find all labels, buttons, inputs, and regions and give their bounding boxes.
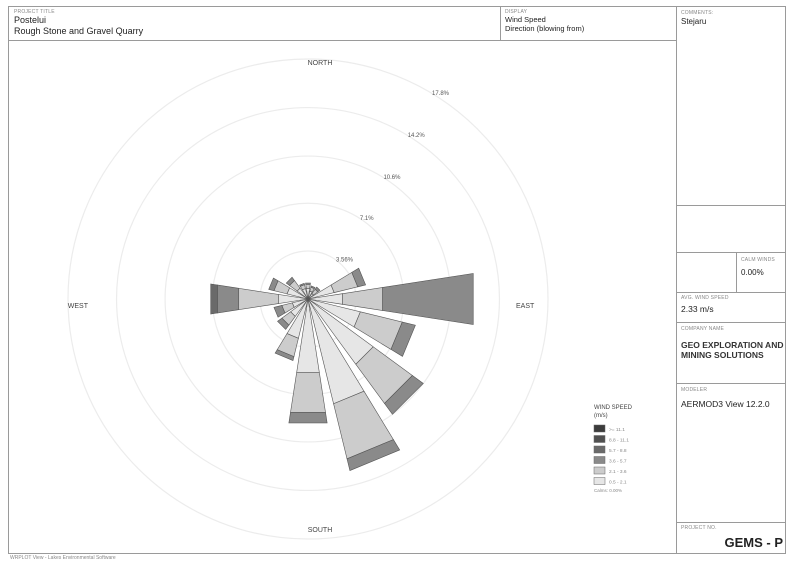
petal-N-bin-3 (305, 282, 311, 285)
direction-label-east: EAST (516, 303, 535, 310)
plot-frame (8, 6, 786, 554)
direction-label-south: SOUTH (308, 527, 333, 534)
ring-label-3: 10.6% (383, 175, 401, 181)
avg-speed-block: AVG. WIND SPEED 2.33 m/s (681, 295, 729, 315)
petal-E-bin-3 (382, 273, 474, 325)
company-line2: MINING SOLUTIONS (681, 350, 764, 360)
petal-SE-bin-3 (384, 375, 424, 415)
ring-4 (115, 106, 501, 492)
display-line2: Direction (blowing from) (505, 24, 585, 33)
side-divider-2 (676, 252, 786, 253)
legend-swatch-2 (593, 466, 606, 475)
avg-speed-caption: AVG. WIND SPEED (681, 295, 729, 301)
petal-SSW-bin-3 (274, 349, 295, 361)
calms-split (736, 252, 737, 292)
ring-label-1: 3.56% (336, 257, 354, 263)
side-divider-6 (676, 522, 786, 523)
petal-W-bin-4 (210, 283, 218, 315)
legend-swatch-3 (593, 456, 606, 464)
comments-caption: COMMENTS: (681, 10, 714, 16)
petal-W-bin-3 (217, 284, 240, 314)
petal-S-bin-2 (290, 371, 326, 413)
petal-SW-bin-3 (277, 317, 290, 330)
legend-swatch-6 (593, 424, 606, 433)
petal-SSE-bin-3 (346, 439, 401, 471)
project-title-block: PROJECT TITLE Postelui Rough Stone and G… (14, 9, 143, 37)
direction-label-west: WEST (68, 303, 89, 310)
legend-label-5: 8.8 - 11.1 (609, 438, 629, 444)
petal-ESE-bin-3 (390, 321, 416, 357)
avg-speed-value: 2.33 m/s (681, 304, 714, 314)
display-caption: DISPLAY (505, 9, 528, 15)
project-title-line1: Postelui (14, 15, 47, 25)
legend: WIND SPEED (m/s) >= 11.1 8.8 - 11.1 5.7 - … (593, 405, 633, 493)
display-line1: Wind Speed (505, 15, 546, 24)
logo-caption: PROJECT NO. (681, 525, 717, 531)
petals-group (210, 267, 474, 471)
petal-W-bin-2 (238, 287, 279, 311)
legend-swatch-1 (593, 477, 606, 485)
company-line1: GEO EXPLORATION AND (681, 340, 784, 350)
ring-labels-group: 3.56% 7.1% 10.6% 14.2% 17.8% (336, 91, 450, 263)
ring-label-4: 14.2% (408, 133, 426, 139)
petal-NE-bin-3 (314, 286, 321, 293)
calms-block: CALM WINDS 0.00% (741, 257, 775, 278)
petal-WSW-bin-3 (273, 305, 286, 318)
side-divider-1 (676, 205, 786, 206)
legend-items: >= 11.1 8.8 - 11.1 5.7 - 8.8 3.6 - 5.7 2.1 -… (593, 424, 629, 486)
logo-text: GEMS - P (724, 535, 783, 550)
petal-WNW-bin-3 (268, 277, 279, 292)
legend-label-4: 5.7 - 8.8 (609, 448, 627, 454)
petal-NNE-bin-3 (310, 285, 316, 290)
comments-value: Stejaru (681, 17, 707, 26)
petal-NW-bin-3 (285, 276, 295, 286)
wind-rose-chart: 3.56% 7.1% 10.6% 14.2% 17.8% NORTH SOUTH EAS… (67, 58, 633, 540)
legend-label-2: 2.1 - 3.6 (609, 469, 627, 475)
company-caption: COMPANY NAME (681, 326, 725, 332)
legend-swatch-4 (593, 445, 606, 454)
side-divider-4 (676, 322, 786, 323)
legend-label-1: 0.5 - 2.1 (609, 480, 627, 486)
side-divider-5 (676, 383, 786, 384)
modeler-block: MODELER AERMOD3 View 12.2.0 (681, 387, 770, 410)
petal-E-bin-2 (342, 287, 383, 311)
direction-label-north: NORTH (308, 60, 333, 67)
company-block: COMPANY NAME GEO EXPLORATION AND MINING … (681, 326, 783, 360)
legend-calms-note: Calms: 0.00% (594, 488, 622, 493)
petal-S-bin-3 (288, 411, 328, 424)
footer-note: WRPLOT View - Lakes Environmental Softwa… (10, 555, 116, 561)
side-divider-3 (676, 292, 786, 293)
legend-swatch-5 (593, 435, 606, 443)
ring-label-2: 7.1% (360, 216, 374, 222)
legend-label-3: 3.6 - 5.7 (609, 459, 627, 465)
project-title-caption: PROJECT TITLE (14, 9, 55, 15)
legend-label-6: >= 11.1 (609, 427, 625, 433)
legend-title: WIND SPEED (594, 405, 633, 411)
display-block: DISPLAY Wind Speed Direction (blowing fr… (505, 9, 584, 33)
modeler-caption: MODELER (681, 387, 708, 393)
calms-value: 0.00% (741, 268, 764, 277)
header-split (500, 6, 501, 40)
calms-caption: CALM WINDS (741, 257, 775, 263)
side-panel-divider (676, 6, 677, 554)
comments-block: COMMENTS: Stejaru (681, 10, 713, 27)
header-divider (8, 40, 676, 41)
petal-N-bin-2 (305, 284, 311, 289)
petal-NNW-bin-3 (299, 282, 305, 287)
petal-ENE-bin-3 (351, 267, 367, 288)
legend-units: (m/s) (594, 413, 608, 419)
logo-block: PROJECT NO. GEMS - P (681, 525, 783, 550)
ring-5 (67, 58, 549, 540)
modeler-value: AERMOD3 View 12.2.0 (681, 399, 770, 409)
ring-label-5: 17.8% (432, 91, 450, 97)
project-title-line2: Rough Stone and Gravel Quarry (14, 26, 144, 36)
